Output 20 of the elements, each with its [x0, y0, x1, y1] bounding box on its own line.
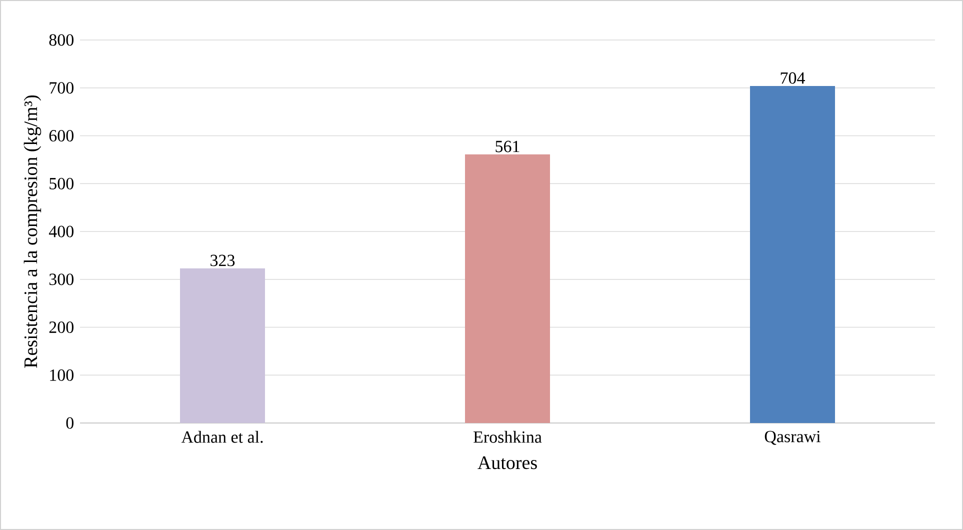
- data-label: 323: [210, 254, 235, 266]
- x-axis-title: Autores: [478, 456, 537, 470]
- y-tick-label: 200: [49, 322, 74, 333]
- x-tick-label: Qasrawi: [764, 430, 821, 445]
- data-label: 561: [496, 140, 520, 152]
- y-tick-label: 0: [66, 417, 74, 429]
- y-axis-title: Resistencia a la compresion (kg/m³): [24, 95, 42, 368]
- y-tick-label: 600: [49, 130, 74, 142]
- bar: [750, 86, 836, 423]
- y-tick-label: 400: [48, 226, 74, 238]
- bar: [465, 154, 550, 423]
- y-tick-label: 300: [49, 274, 74, 286]
- y-tick-label: 800: [49, 34, 74, 46]
- y-tick-label: 500: [50, 178, 74, 190]
- x-tick-label: Eroshkina: [474, 430, 542, 443]
- y-tick-label: 700: [50, 82, 74, 94]
- data-label: 704: [780, 72, 805, 84]
- y-tick-label: 100: [50, 369, 74, 381]
- bar: [180, 268, 266, 423]
- x-tick-label: Adnan et al.: [181, 430, 263, 443]
